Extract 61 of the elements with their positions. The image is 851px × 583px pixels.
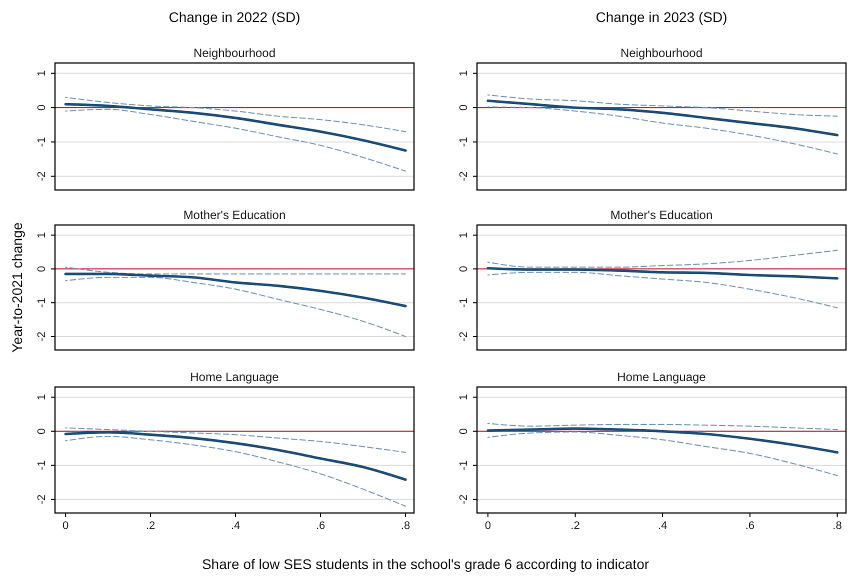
y-tick-label: -2 (458, 171, 470, 182)
y-tick-label: -1 (458, 298, 470, 308)
y-tick-label: -1 (458, 460, 470, 470)
chart-subtitle: Neighbourhood (620, 46, 703, 60)
y-tick-label: -2 (458, 494, 470, 504)
x-tick-label: .2 (570, 520, 580, 532)
chart-title: Change in 2022 (SD) (168, 9, 300, 25)
chart-subtitle: Mother's Education (610, 208, 713, 222)
line-series (487, 272, 838, 308)
line-series (487, 106, 838, 155)
y-tick-label: 0 (36, 428, 48, 434)
line-series (65, 96, 406, 132)
x-tick-label: .8 (832, 520, 842, 532)
y-tick-label: -2 (36, 171, 48, 182)
y-tick-label: 0 (458, 266, 470, 272)
y-tick-label: 0 (458, 104, 470, 111)
y-tick-label: 1 (458, 70, 470, 76)
line-series (64, 102, 407, 152)
chart-subtitle: Home Language (190, 370, 280, 384)
y-tick-label: -1 (36, 460, 48, 470)
x-tick-label: .8 (400, 520, 410, 532)
y-tick-label: -2 (36, 332, 48, 342)
line-series (486, 266, 839, 280)
y-tick-label: 0 (458, 428, 470, 434)
x-tick-label: .2 (146, 520, 156, 532)
line-series (486, 427, 839, 454)
line-series (65, 108, 406, 172)
y-tick-label: -1 (36, 298, 48, 308)
y-tick-label: 0 (36, 104, 48, 111)
x-tick-label: .4 (658, 520, 668, 532)
y-tick-label: 0 (36, 266, 48, 272)
chart-title: Change in 2023 (SD) (596, 9, 728, 25)
y-tick-label: -2 (36, 494, 48, 504)
line-series (65, 427, 406, 453)
x-tick-label: .4 (230, 520, 240, 532)
y-tick-label: 1 (36, 232, 48, 238)
x-tick-label: .6 (316, 520, 326, 532)
line-series (64, 430, 407, 481)
x-tick-label: .6 (745, 520, 755, 532)
y-axis-title: Year-to-2021 change (9, 222, 25, 353)
y-tick-label: -1 (36, 137, 48, 147)
line-series (64, 272, 407, 308)
y-tick-label: -1 (458, 137, 470, 147)
x-tick-label: 0 (62, 520, 69, 532)
line-series (65, 436, 406, 507)
x-tick-label: 0 (484, 520, 491, 532)
line-series (487, 250, 838, 268)
line-series (487, 422, 838, 430)
line-series (65, 276, 406, 338)
chart-subtitle: Neighbourhood (193, 46, 276, 60)
chart-subtitle: Mother's Education (183, 208, 286, 222)
chart-subtitle: Home Language (617, 370, 706, 384)
y-tick-label: -2 (458, 332, 470, 342)
line-series (487, 431, 838, 476)
y-tick-label: 1 (458, 232, 470, 238)
x-axis-title: Share of low SES students in the school's grade 6 according to indicator (202, 556, 650, 572)
line-series (487, 94, 838, 117)
y-tick-label: 1 (36, 70, 48, 76)
y-tick-label: 1 (458, 394, 470, 400)
y-tick-label: 1 (36, 394, 48, 400)
line-series (486, 99, 839, 136)
